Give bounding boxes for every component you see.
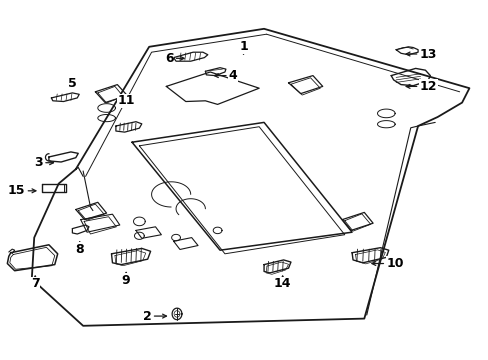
Text: 15: 15	[8, 184, 25, 197]
Text: 13: 13	[419, 48, 436, 60]
Text: 9: 9	[122, 274, 130, 287]
Text: 3: 3	[34, 156, 43, 169]
Text: 2: 2	[142, 310, 151, 323]
Text: 4: 4	[228, 69, 237, 82]
Text: 6: 6	[164, 52, 173, 65]
Text: 12: 12	[419, 80, 436, 93]
Text: 1: 1	[239, 40, 247, 53]
Text: 10: 10	[386, 257, 403, 270]
Text: 5: 5	[68, 77, 77, 90]
Text: 14: 14	[273, 277, 291, 290]
Text: 8: 8	[75, 243, 84, 256]
Text: 7: 7	[31, 277, 40, 290]
Text: 11: 11	[117, 94, 135, 107]
